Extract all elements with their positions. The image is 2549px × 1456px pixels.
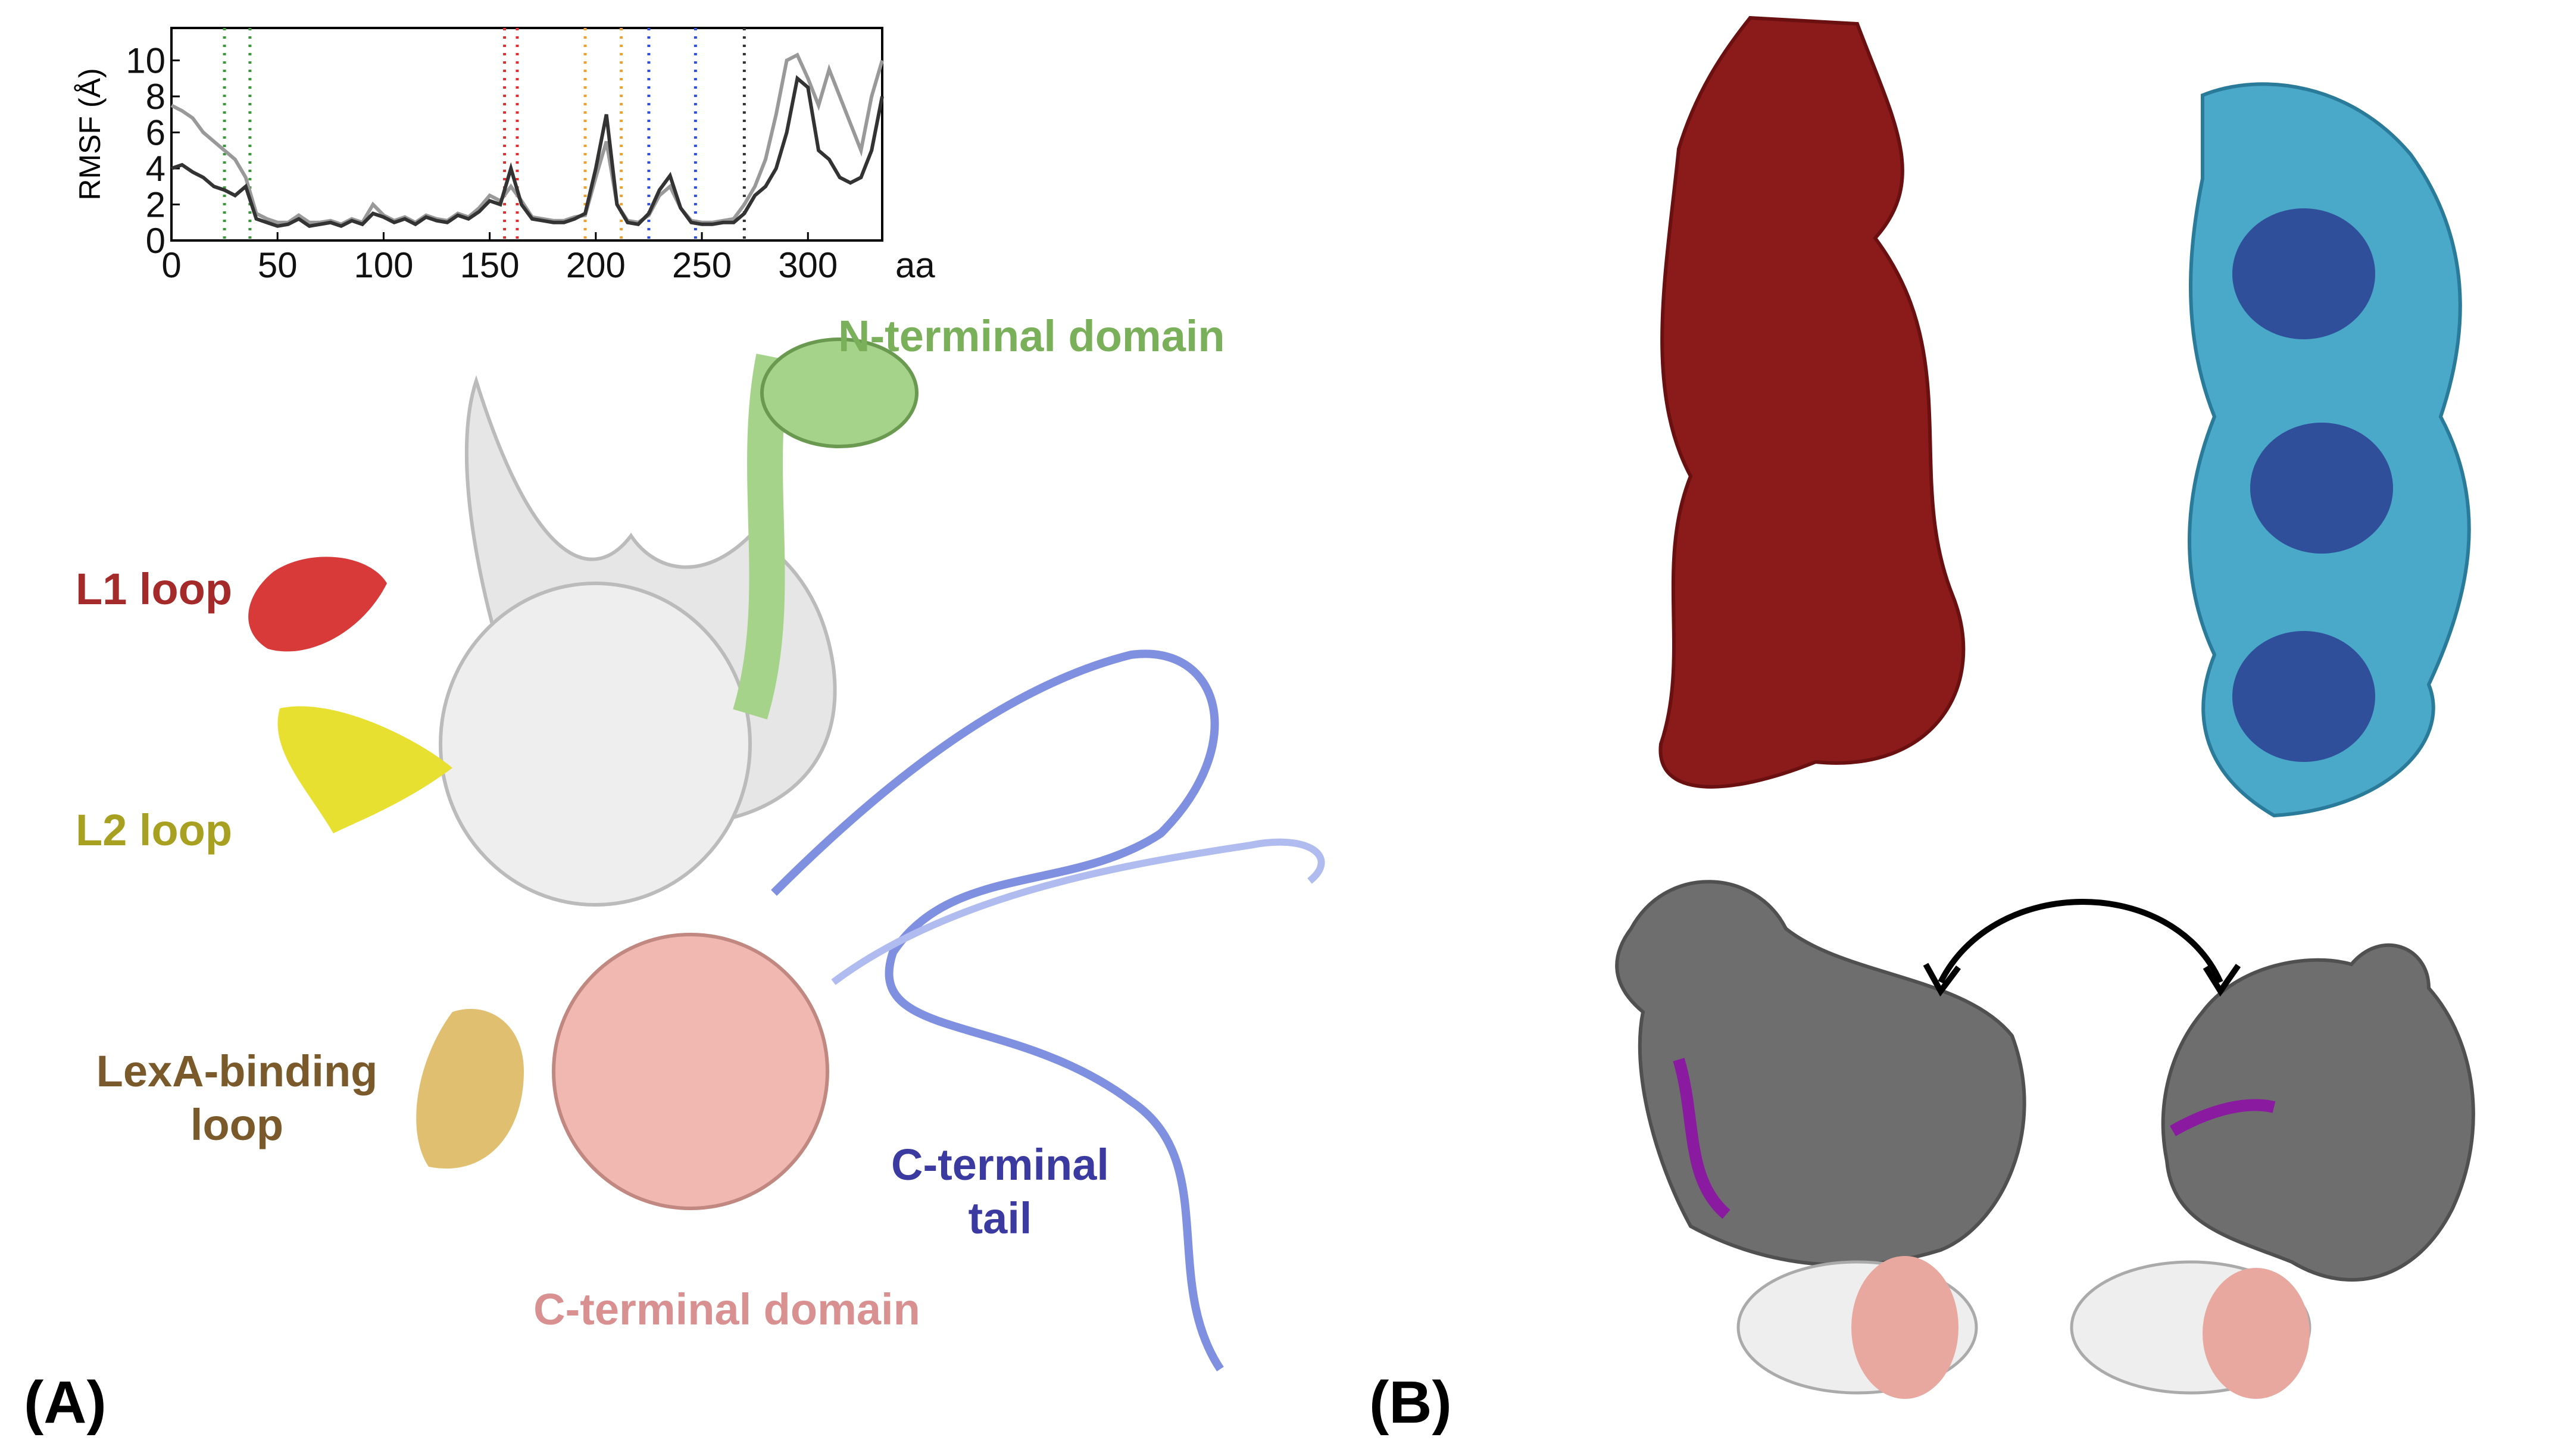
c-terminal-tail (831, 838, 1325, 985)
y-tick-label: 10 (126, 40, 165, 80)
n-terminal-domain (760, 338, 919, 448)
label-lexa: LexA-binding (96, 1046, 378, 1096)
arrow-head (2203, 964, 2241, 997)
lexa-binding-loop (416, 1008, 524, 1169)
filament-blue (2188, 82, 2471, 818)
l1-loop (248, 557, 387, 652)
arrow-head (1923, 963, 1961, 997)
y-axis-label: RMSF (Å) (73, 68, 107, 200)
y-tick-label: 0 (146, 221, 165, 261)
x-tick-label: 50 (258, 245, 298, 285)
complex-left (1615, 880, 2026, 1399)
label-c-tail: tail (969, 1193, 1032, 1243)
x-tick-label: 150 (460, 245, 520, 285)
y-tick-label: 8 (146, 77, 165, 117)
panel-label: (A) (24, 1369, 107, 1436)
x-tick-label: 0 (161, 245, 181, 285)
filament-red (1658, 15, 1966, 789)
c-terminal-tail (771, 649, 1224, 1371)
rmsf-line (171, 75, 884, 229)
plot-frame (170, 27, 883, 242)
y-tick-label: 4 (146, 149, 165, 189)
x-tick-label: 200 (566, 245, 626, 285)
x-axis-label: aa (895, 245, 935, 285)
label-n-terminal: N-terminal domain (838, 311, 1225, 361)
c-terminal-domain (552, 933, 829, 1210)
label-l2: L2 loop (76, 805, 232, 855)
label-c-tail: C-terminal (891, 1140, 1109, 1189)
x-tick-label: 300 (778, 245, 838, 285)
label-l1: L1 loop (76, 564, 232, 614)
core-domain (439, 582, 752, 907)
x-tick-label: 250 (672, 245, 732, 285)
panel-label: (B) (1369, 1369, 1452, 1436)
l2-loop (277, 706, 452, 833)
y-tick-label: 2 (146, 185, 165, 224)
swap-arrow (1938, 899, 2223, 984)
y-tick-label: 6 (146, 113, 165, 152)
protein-cartoon (248, 338, 1325, 1371)
label-c-domain: C-terminal domain (533, 1285, 920, 1334)
complex-right (2070, 943, 2475, 1399)
x-tick-label: 100 (354, 245, 413, 285)
label-lexa: loop (190, 1100, 283, 1149)
